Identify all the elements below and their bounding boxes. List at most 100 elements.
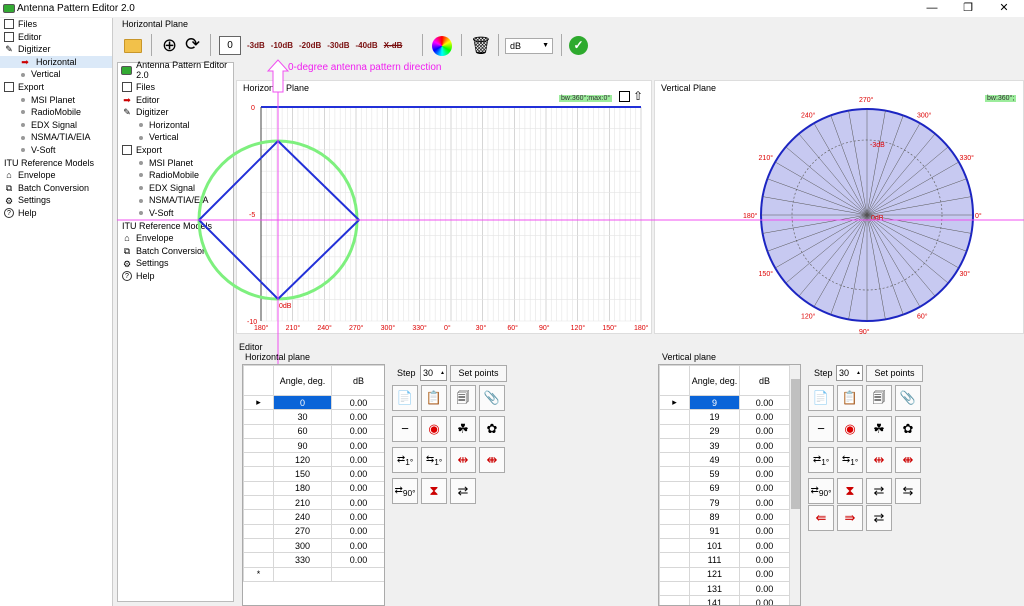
v-db-cell[interactable]: 0.00 bbox=[739, 437, 790, 454]
v-swap-arrows-icon[interactable]: ⇄ bbox=[866, 505, 892, 531]
h-quad-pattern-icon[interactable]: ✿ bbox=[479, 416, 505, 442]
sidebar-item-vertical[interactable]: Vertical bbox=[0, 68, 112, 81]
h-row[interactable]: 30 0.00 bbox=[243, 409, 384, 425]
v-set-points-button[interactable]: Set points bbox=[866, 365, 923, 382]
v-row-header[interactable] bbox=[659, 452, 690, 468]
h-angle-cell[interactable]: 120 bbox=[273, 452, 332, 468]
open-folder-icon[interactable] bbox=[124, 39, 142, 53]
h-angle-cell[interactable]: 30 bbox=[273, 409, 332, 425]
h-angle-cell[interactable]: 90 bbox=[273, 437, 332, 454]
v-angle-cell[interactable]: 9 bbox=[689, 394, 740, 411]
v-db-cell[interactable]: 0.00 bbox=[739, 509, 790, 525]
h-row-header[interactable] bbox=[243, 409, 274, 425]
v-row-header[interactable] bbox=[659, 537, 690, 554]
sidebar-item-envelope[interactable]: ⌂ Envelope bbox=[0, 169, 112, 182]
v-row[interactable]: 91 0.00 bbox=[659, 523, 790, 539]
h-flip-vertical-icon[interactable]: ⇼ bbox=[479, 447, 505, 473]
sidebar-item-editor[interactable]: Editor bbox=[0, 31, 112, 44]
h-swap-arrows-icon[interactable]: ⇄ bbox=[450, 478, 476, 504]
h-row[interactable]: 210 0.00 bbox=[243, 495, 384, 511]
h-row-header[interactable] bbox=[243, 537, 274, 554]
v-rotate-arrows-2-icon[interactable]: ⇆ bbox=[895, 478, 921, 504]
v-db-cell[interactable]: 0.00 bbox=[739, 595, 790, 605]
v-flip-vertical-icon[interactable]: ⇼ bbox=[895, 447, 921, 473]
h-row[interactable]: 180 0.00 bbox=[243, 480, 384, 497]
h-angle-cell[interactable]: 0 bbox=[273, 394, 332, 411]
h-row-header[interactable] bbox=[243, 480, 274, 497]
v-paste-special-icon[interactable]: 🗐 bbox=[866, 385, 892, 411]
maximize-button[interactable]: ❐ bbox=[963, 2, 973, 14]
crosshair-icon[interactable]: ⊕ bbox=[162, 35, 178, 55]
h-row-header[interactable] bbox=[243, 437, 274, 454]
h-angle-cell[interactable]: 270 bbox=[273, 523, 332, 539]
trash-icon[interactable]: 🗑 bbox=[470, 36, 492, 55]
v-quad-pattern-icon[interactable]: ✿ bbox=[895, 416, 921, 442]
h-row-header[interactable]: ▸ bbox=[243, 394, 274, 411]
v-row-header[interactable]: ▸ bbox=[659, 394, 690, 411]
v-row[interactable]: 101 0.00 bbox=[659, 537, 790, 554]
h-angle-cell[interactable]: 210 bbox=[273, 495, 332, 511]
h-db-cell[interactable]: 0.00 bbox=[331, 437, 384, 454]
v-row[interactable]: ▸ 9 0.00 bbox=[659, 394, 790, 411]
h-rotate-cw-1-icon[interactable]: ⇆1° bbox=[421, 447, 447, 473]
v-minus-icon[interactable]: − bbox=[808, 416, 834, 442]
h-angle-cell[interactable]: 60 bbox=[273, 423, 332, 439]
sidebar-item-msi-planet[interactable]: MSI Planet bbox=[0, 94, 112, 107]
v-row[interactable]: 19 0.00 bbox=[659, 409, 790, 425]
v-angle-cell[interactable]: 111 bbox=[689, 552, 740, 568]
v-shift-right-icon[interactable]: ⇛ bbox=[837, 505, 863, 531]
v-db-cell[interactable]: 0.00 bbox=[739, 495, 790, 511]
v-row-header[interactable] bbox=[659, 566, 690, 582]
v-row[interactable]: 29 0.00 bbox=[659, 423, 790, 439]
v-row-header[interactable] bbox=[659, 552, 690, 568]
v-rotate-arrows-icon[interactable]: ⇄ bbox=[866, 478, 892, 504]
h-row-header[interactable] bbox=[243, 509, 274, 525]
h-row-header[interactable] bbox=[243, 466, 274, 482]
h-db-cell[interactable]: 0.00 bbox=[331, 480, 384, 497]
v-rotate-cw-1-icon[interactable]: ⇆1° bbox=[837, 447, 863, 473]
v-row[interactable]: 49 0.00 bbox=[659, 452, 790, 468]
v-db-cell[interactable]: 0.00 bbox=[739, 552, 790, 568]
h-flip-horizontal-icon[interactable]: ⇹ bbox=[450, 447, 476, 473]
v-db-cell[interactable]: 0.00 bbox=[739, 394, 790, 411]
db-chip-x[interactable]: X-dB bbox=[383, 41, 403, 50]
v-row[interactable]: 121 0.00 bbox=[659, 566, 790, 582]
v-row[interactable]: 39 0.00 bbox=[659, 437, 790, 454]
v-angle-cell[interactable]: 69 bbox=[689, 480, 740, 497]
sidebar-item-horizontal[interactable]: ➡ Horizontal bbox=[0, 55, 112, 69]
h-row[interactable]: 240 0.00 bbox=[243, 509, 384, 525]
value-input[interactable]: 0 bbox=[219, 36, 241, 55]
v-angle-cell[interactable]: 49 bbox=[689, 452, 740, 468]
color-wheel-icon[interactable] bbox=[432, 36, 452, 56]
v-db-cell[interactable]: 0.00 bbox=[739, 452, 790, 468]
h-db-cell[interactable]: 0.00 bbox=[331, 552, 384, 568]
h-db-cell[interactable]: 0.00 bbox=[331, 394, 384, 411]
sidebar-item-radiomobile[interactable]: RadioMobile bbox=[0, 106, 112, 119]
h-row-header[interactable] bbox=[243, 552, 274, 568]
h-row[interactable]: 300 0.00 bbox=[243, 537, 384, 554]
v-angle-cell[interactable]: 121 bbox=[689, 566, 740, 582]
v-shift-left-icon[interactable]: ⇚ bbox=[808, 505, 834, 531]
v-angle-cell[interactable]: 19 bbox=[689, 409, 740, 425]
v-rotate-ccw-1-icon[interactable]: ⇄1° bbox=[808, 447, 834, 473]
v-grid-scrollbar[interactable] bbox=[790, 365, 800, 605]
sidebar-item-nsma[interactable]: NSMA/TIA/EIA bbox=[0, 131, 112, 144]
v-row-header[interactable] bbox=[659, 480, 690, 497]
db-chip-20[interactable]: -20dB bbox=[299, 41, 322, 50]
v-angle-cell[interactable]: 141 bbox=[689, 595, 740, 605]
v-row[interactable]: 131 0.00 bbox=[659, 580, 790, 597]
horizontal-data-grid[interactable]: Angle, deg. dB ▸ 0 0.00 30 0.00 60 0.00 90 0.00 12… bbox=[242, 364, 385, 606]
v-db-cell[interactable]: 0.00 bbox=[739, 466, 790, 482]
v-db-cell[interactable]: 0.00 bbox=[739, 409, 790, 425]
h-row[interactable]: 150 0.00 bbox=[243, 466, 384, 482]
square-icon[interactable] bbox=[619, 91, 630, 102]
sidebar-item-vsoft[interactable]: V-Soft bbox=[0, 144, 112, 157]
h-tri-pattern-icon[interactable]: ☘ bbox=[450, 416, 476, 442]
v-angle-cell[interactable]: 131 bbox=[689, 580, 740, 597]
v-db-cell[interactable]: 0.00 bbox=[739, 480, 790, 497]
h-clipboard-tool-icon[interactable]: 📎 bbox=[479, 385, 505, 411]
h-row-header[interactable] bbox=[243, 523, 274, 539]
h-omni-icon[interactable]: ◉ bbox=[421, 416, 447, 442]
v-db-cell[interactable]: 0.00 bbox=[739, 523, 790, 539]
v-db-cell[interactable]: 0.00 bbox=[739, 566, 790, 582]
